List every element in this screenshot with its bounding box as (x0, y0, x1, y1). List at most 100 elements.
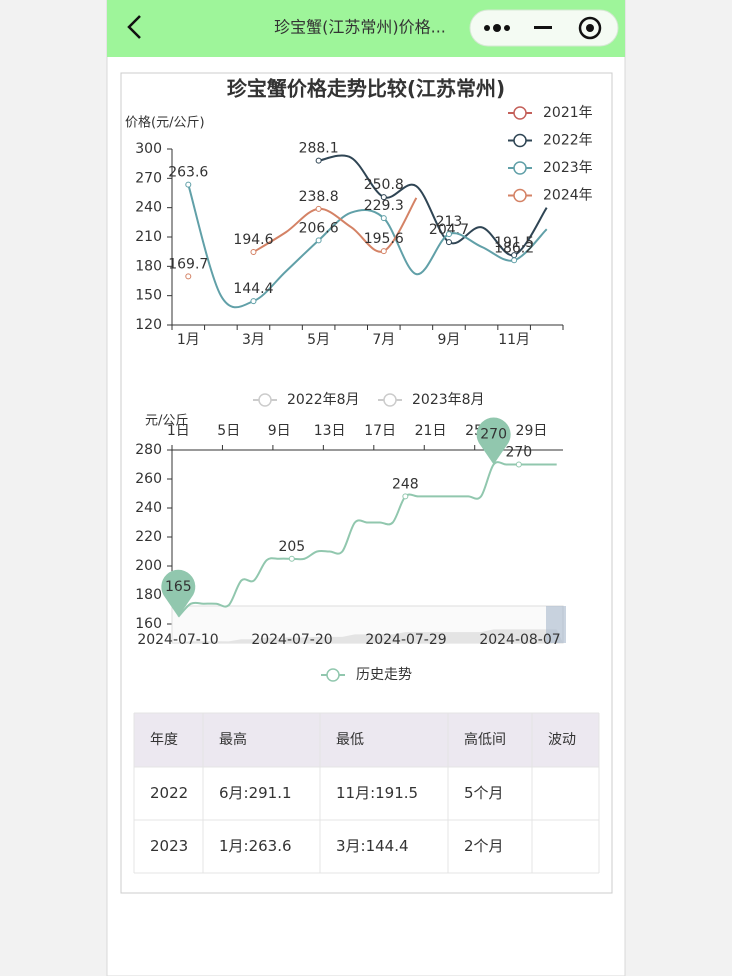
data-point (288, 555, 295, 562)
table-header-bg (134, 713, 599, 767)
data-label: 288.1 (299, 141, 339, 157)
series-line (252, 197, 418, 253)
data-point (315, 205, 322, 212)
data-point (315, 237, 322, 244)
data-label: 213 (436, 214, 463, 230)
x-tick-label: 5日 (217, 423, 240, 439)
series-line (177, 461, 557, 618)
mark-point-label: 165 (165, 579, 192, 595)
data-point (515, 461, 522, 468)
y-tick-label: 160 (135, 616, 162, 632)
y-tick-label: 220 (135, 529, 162, 545)
data-label: 229.3 (364, 198, 404, 214)
data-zoom-label: 2024-07-20 (251, 632, 332, 648)
data-label: 195.6 (364, 231, 404, 247)
y-tick-label: 300 (135, 141, 162, 157)
data-zoom-area (172, 629, 563, 643)
data-point (511, 257, 518, 264)
data-point (402, 493, 409, 500)
table-cell: 2022 (150, 784, 188, 802)
nav-title: 珍宝蟹(江苏常州)价格... (274, 18, 446, 37)
series-line (318, 154, 548, 257)
data-zoom-label: 2024-07-29 (365, 632, 446, 648)
x-tick-label: 9日 (268, 423, 291, 439)
x-tick-label: 7月 (372, 332, 395, 348)
legend-icon (513, 133, 527, 148)
data-label: 144.4 (233, 281, 273, 297)
legend-icon (513, 106, 527, 120)
legend-label: 2024年 (543, 188, 593, 204)
data-label: 186.2 (494, 240, 534, 256)
y-tick-label: 180 (135, 258, 162, 274)
x-tick-label: 11月 (498, 332, 530, 348)
x-tick-label: 1月 (177, 332, 200, 348)
table-header-cell: 高低间 (464, 731, 506, 748)
data-point (315, 157, 322, 164)
y-tick-label: 240 (135, 200, 162, 216)
legend-label: 历史走势 (356, 667, 412, 683)
y-tick-label: 210 (135, 229, 162, 245)
data-zoom-label: 2024-07-10 (137, 632, 218, 648)
table-header-cell: 波动 (548, 732, 576, 748)
data-label: 263.6 (168, 165, 208, 181)
y-tick-label: 200 (135, 558, 162, 574)
close-button[interactable] (578, 16, 602, 40)
y-tick-label: 260 (135, 471, 162, 487)
y-tick-label: 180 (135, 587, 162, 603)
y-axis-label: 元/公斤 (145, 414, 188, 429)
data-label: 169.7 (168, 256, 208, 272)
more-button[interactable] (484, 24, 510, 32)
data-label: 270 (505, 445, 532, 461)
x-tick-label: 13日 (314, 423, 346, 439)
chart-title: 珍宝蟹价格走势比较(江苏常州) (227, 77, 505, 101)
legend-icon (258, 393, 272, 407)
data-label: 238.8 (299, 189, 339, 205)
back-button[interactable] (127, 15, 141, 39)
data-label: 250.8 (364, 177, 404, 193)
phone (106, 0, 626, 976)
data-label: 248 (392, 476, 419, 492)
legend-label: 2022年8月 (287, 392, 360, 408)
card (120, 72, 613, 894)
legend-icon (513, 161, 527, 175)
data-point (445, 239, 452, 246)
x-tick-label: 9月 (437, 332, 460, 348)
data-zoom-handle (546, 606, 566, 643)
series-line (187, 184, 548, 309)
data-point (380, 248, 387, 255)
mark-point (476, 417, 511, 465)
data-point (445, 231, 452, 238)
data-point (380, 194, 387, 201)
mark-point-label: 270 (480, 427, 507, 443)
legend-icon (513, 188, 527, 203)
y-tick-label: 240 (135, 500, 162, 516)
table-cell: 2023 (150, 837, 188, 855)
data-label: 194.6 (233, 232, 273, 248)
table-cell: 1月:263.6 (219, 837, 292, 855)
legend-label: 2021年 (543, 105, 593, 121)
data-point (250, 249, 257, 256)
legend-icon (326, 668, 340, 682)
table-cell: 6月:291.1 (219, 784, 292, 802)
y-tick-label: 270 (135, 170, 162, 186)
data-zoom-label: 2024-08-07 (479, 632, 560, 648)
data-label: 205 (278, 539, 305, 555)
y-tick-label: 280 (135, 442, 162, 458)
data-point (380, 215, 387, 222)
legend-label: 2023年 (543, 160, 593, 176)
legend-label: 2023年8月 (412, 392, 485, 408)
table-cell: 3月:144.4 (336, 837, 409, 855)
data-point (185, 273, 192, 280)
legend-label: 2022年 (543, 133, 593, 149)
table-cell: 2个月 (464, 837, 504, 855)
data-label: 206.6 (299, 220, 339, 236)
data-point (250, 298, 257, 305)
table-cell: 11月:191.5 (336, 784, 418, 802)
data-label: 191.5 (494, 235, 534, 251)
y-tick-label: 120 (135, 317, 162, 333)
minimize-button[interactable] (534, 26, 552, 29)
x-tick-label: 17日 (364, 423, 396, 439)
x-tick-label: 1日 (167, 423, 190, 439)
table-header-cell: 最低 (336, 732, 364, 748)
